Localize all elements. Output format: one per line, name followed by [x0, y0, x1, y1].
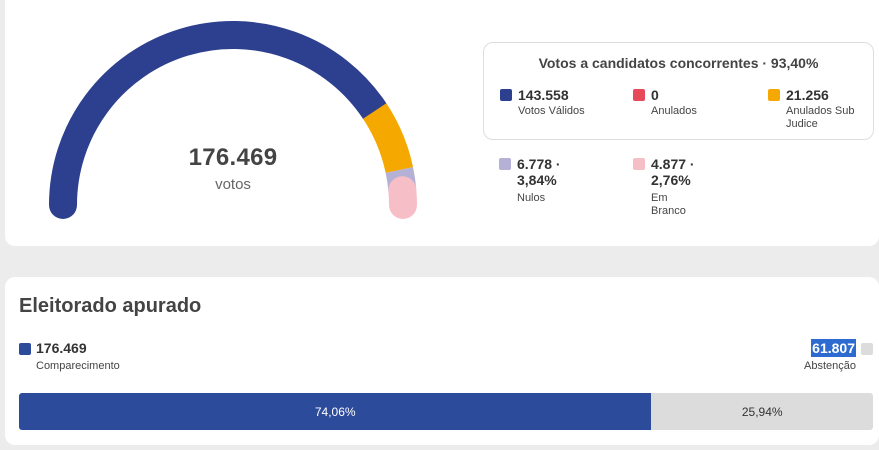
abstention-swatch [861, 343, 873, 355]
turnout-bar-fill: 74,06% [19, 393, 652, 430]
legend-item-nulos: 6.778 · 3,84% Nulos [499, 156, 569, 206]
turnout-swatch [19, 343, 31, 355]
legend-label: Anulados Sub Judice [786, 105, 855, 130]
legend-value: 21.256 [786, 87, 829, 103]
turnout-value: 176.469 [36, 340, 87, 356]
legend-label: Em Branco [651, 192, 686, 217]
gauge-segment-em-branco [388, 176, 417, 219]
legend-label: Nulos [517, 192, 546, 204]
legend-value: 6.778 · 3,84% [517, 156, 561, 188]
electorate-title: Eleitorado apurado [19, 295, 202, 317]
abstention-value: 61.807 [811, 339, 856, 357]
legend-value: 4.877 · 2,76% [651, 156, 695, 188]
turnout-stat: 176.469 Comparecimento [19, 340, 219, 376]
legend-box: Votos a candidatos concorrentes · 93,40%… [483, 42, 874, 140]
gauge-segment-anulados-sub-judice [362, 103, 414, 174]
legend-label: Anulados [651, 105, 697, 117]
legend-swatch [500, 89, 512, 101]
legend-value: 0 [651, 87, 659, 103]
votes-gauge-chart [49, 21, 417, 219]
legend-swatch [633, 158, 645, 170]
legend-swatch [633, 89, 645, 101]
legend-value: 143.558 [518, 87, 569, 103]
gauge-total-votes: 176.469 [188, 144, 278, 171]
abstention-stat: 61.807 Abstenção [760, 339, 874, 376]
turnout-label: Comparecimento [36, 360, 120, 372]
legend-item-em-branco: 4.877 · 2,76% Em Branco [633, 156, 703, 217]
abstention-bar-fill: 25,94% [651, 393, 873, 430]
legend-swatch [768, 89, 780, 101]
legend-label: Votos Válidos [518, 105, 585, 117]
legend-swatch [499, 158, 511, 170]
gauge-unit-label: votos [215, 176, 251, 193]
gauge-segment-votos-validos [49, 21, 389, 219]
legend-title: Votos a candidatos concorrentes · 93,40% [538, 55, 819, 71]
abstention-label: Abstenção [804, 360, 856, 372]
turnout-progress-bar: 74,06% 25,94% [19, 393, 873, 430]
